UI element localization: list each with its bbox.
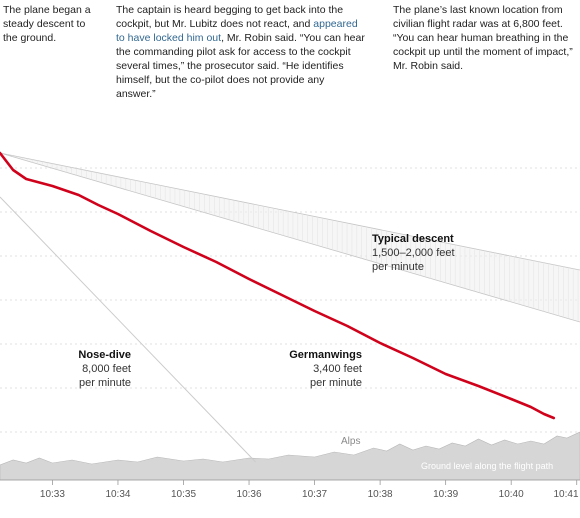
- x-tick-label: 10:36: [237, 489, 262, 500]
- x-tick-label: 10:37: [302, 489, 327, 500]
- germanwings-title: Germanwings: [289, 349, 362, 361]
- x-tick-label: 10:33: [40, 489, 65, 500]
- x-tick-label: 10:35: [171, 489, 196, 500]
- annotation-captain-text-b: , Mr. Robin said. “You can hear the comm…: [116, 32, 365, 100]
- x-tick-label: 10:38: [368, 489, 393, 500]
- annotation-captain-text-a: The captain is heard begging to get back…: [116, 4, 344, 30]
- typical-descent-hatching: [7, 154, 579, 322]
- x-tick-label: 10:34: [105, 489, 130, 500]
- nose-dive-title: Nose-dive: [78, 349, 131, 361]
- germanwings-rate: 3,400 feet: [313, 363, 362, 375]
- typical-descent-upper-edge: [0, 152, 580, 271]
- annotation-descent: The plane began a steady descent to the …: [3, 4, 91, 44]
- x-tick-label: 10:40: [499, 489, 524, 500]
- nose-dive-rate: 8,000 feet: [82, 363, 131, 375]
- x-tick-label: 10:39: [433, 489, 458, 500]
- annotation-last-location: The plane’s last known location from civ…: [393, 4, 573, 72]
- germanwings-line: [0, 151, 556, 420]
- typical-descent-rate: 1,500–2,000 feet: [372, 247, 455, 259]
- typical-descent-unit: per minute: [372, 261, 424, 273]
- terrain-label: Ground level along the flight path: [421, 461, 553, 471]
- nose-dive-line: [0, 196, 256, 463]
- alps-label: Alps: [341, 436, 360, 447]
- typical-descent-title: Typical descent: [372, 233, 454, 245]
- germanwings-unit: per minute: [310, 377, 362, 389]
- locked-out-link[interactable]: appeared to have locked him out: [116, 18, 358, 44]
- ground-terrain: [0, 431, 580, 481]
- annotation-captain: The captain is heard begging to get back…: [116, 3, 366, 101]
- typical-descent-lower-edge: [0, 152, 580, 323]
- x-axis: 10:33 10:34 10:35 10:36 10:37 10:38 10:39 10:40…: [0, 479, 580, 500]
- x-tick-label: 10:41: [553, 489, 578, 500]
- nose-dive-unit: per minute: [79, 377, 131, 389]
